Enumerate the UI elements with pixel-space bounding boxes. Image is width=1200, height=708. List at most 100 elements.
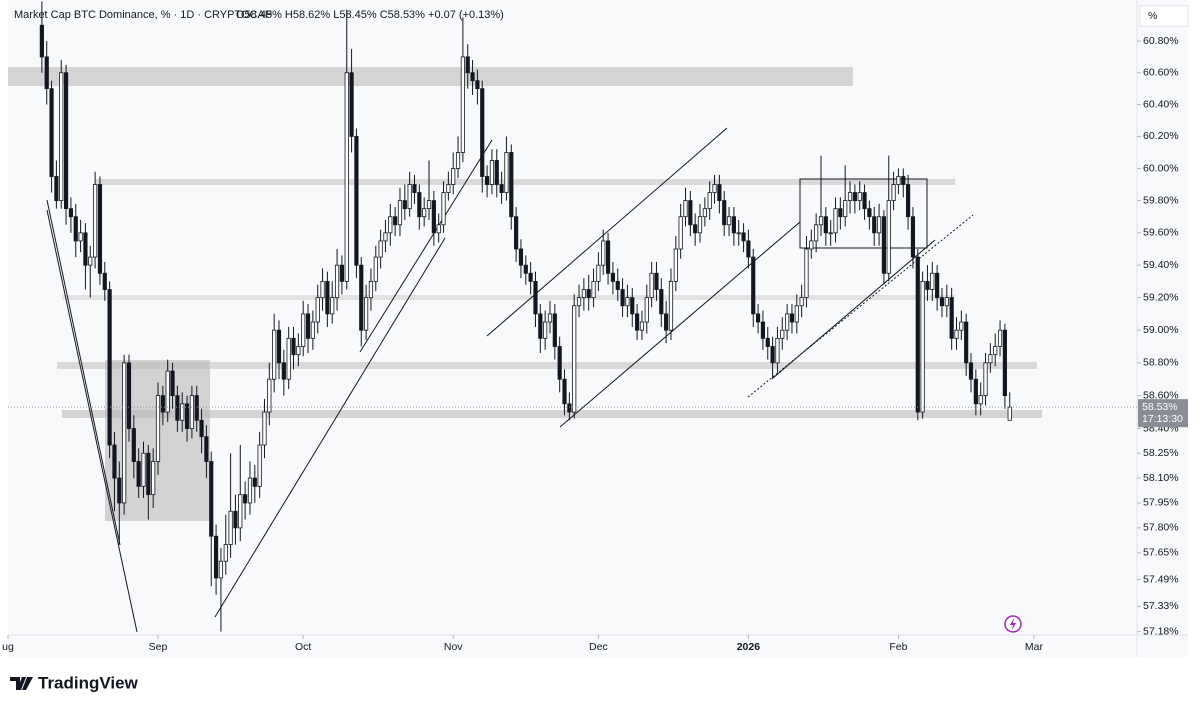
countdown: 17:13:30	[1142, 413, 1183, 425]
candle-body	[281, 362, 286, 380]
candle-body	[625, 297, 630, 307]
candle-body	[567, 403, 572, 413]
candle-body	[799, 297, 804, 307]
candle-body	[334, 264, 340, 299]
candle-body	[325, 280, 330, 315]
candle-body	[785, 313, 790, 331]
y-tick-label: 57.33%	[1143, 600, 1179, 612]
candle-body	[194, 395, 199, 421]
candle-body	[973, 378, 978, 405]
candle-body	[184, 403, 190, 429]
candle-body	[654, 272, 659, 290]
axis-unit: %	[1148, 10, 1157, 22]
candle-body	[451, 168, 456, 185]
candle-body	[639, 321, 645, 331]
candle-body	[562, 378, 567, 405]
candle-body	[543, 321, 548, 339]
y-tick-label: 60.60%	[1143, 67, 1179, 79]
candle-body	[63, 72, 69, 210]
y-tick-label: 59.40%	[1143, 259, 1179, 271]
candle-body	[833, 208, 838, 234]
candle-body	[843, 200, 848, 218]
candle-body	[847, 192, 853, 202]
candle-body	[852, 192, 857, 202]
candle-body	[906, 184, 911, 218]
candle-body	[673, 248, 678, 282]
y-tick-label: 58.25%	[1143, 447, 1179, 459]
candle-body	[649, 272, 654, 299]
channel-line	[772, 239, 936, 379]
candle-body	[659, 289, 664, 315]
candle-body	[891, 184, 896, 202]
candle-body	[1002, 329, 1007, 397]
candle-body	[330, 297, 335, 315]
candle-body	[605, 240, 611, 274]
candle-body	[509, 152, 514, 218]
candle-body	[552, 313, 557, 347]
candle-body	[494, 160, 499, 185]
candle-body	[726, 216, 732, 226]
candle-body	[243, 494, 248, 504]
alert-icon[interactable]	[1004, 615, 1022, 633]
candle-body	[644, 297, 649, 323]
candle-body	[364, 297, 369, 331]
alert-icon-bolt	[1010, 618, 1016, 630]
candle-body	[920, 280, 925, 413]
candle-body	[475, 80, 480, 90]
candle-body	[417, 192, 422, 218]
candle-body	[770, 346, 775, 364]
candle-body	[857, 192, 862, 202]
y-tick-label: 57.65%	[1143, 547, 1179, 559]
zone	[57, 362, 1037, 369]
candle-body	[983, 362, 988, 397]
candle-body	[596, 264, 601, 282]
candle-body	[514, 216, 519, 250]
candle-body	[988, 354, 993, 364]
candle-body	[233, 510, 238, 529]
candle-body	[683, 200, 688, 218]
candle-body	[189, 395, 194, 429]
candle-body	[630, 297, 635, 315]
candle-body	[146, 452, 151, 496]
candle-body	[751, 256, 756, 315]
x-tick-label: Feb	[889, 641, 907, 653]
candle-body	[175, 395, 180, 421]
candle-body	[862, 192, 867, 210]
chart-title: Market Cap BTC Dominance, % · 1D · CRYPT…	[14, 9, 272, 21]
candle-body	[572, 305, 577, 413]
candle-body	[407, 184, 412, 210]
candle-body	[102, 272, 107, 290]
candle-body	[93, 184, 98, 258]
candle-body	[886, 200, 891, 274]
y-tick-label: 57.80%	[1143, 522, 1179, 534]
candle-body	[301, 313, 306, 347]
candle-body	[664, 313, 669, 331]
candle-body	[499, 184, 504, 193]
candle-body	[809, 240, 814, 250]
x-tick-label: ug	[2, 641, 14, 653]
candle-body	[741, 232, 746, 242]
candle-body	[378, 240, 383, 258]
brand-name: TradingView	[38, 673, 139, 692]
candle-body	[717, 184, 722, 202]
candle-body	[431, 200, 436, 234]
zone	[62, 410, 1042, 418]
candle-body	[54, 176, 59, 202]
y-tick-label: 58.10%	[1143, 472, 1179, 484]
candle-body	[446, 184, 451, 193]
candle-body	[286, 337, 291, 380]
candle-body	[722, 200, 727, 226]
candle-body	[209, 461, 214, 537]
candle-body	[373, 256, 378, 282]
candle-body	[538, 313, 543, 339]
candle-body	[422, 208, 427, 218]
candle-body	[131, 428, 136, 462]
candle-body	[964, 321, 969, 364]
candle-body	[760, 321, 766, 339]
candle-body	[789, 313, 795, 323]
candle-body	[615, 280, 620, 290]
candle-body	[610, 272, 616, 282]
candle-body	[547, 313, 553, 323]
candle-body	[252, 477, 257, 487]
